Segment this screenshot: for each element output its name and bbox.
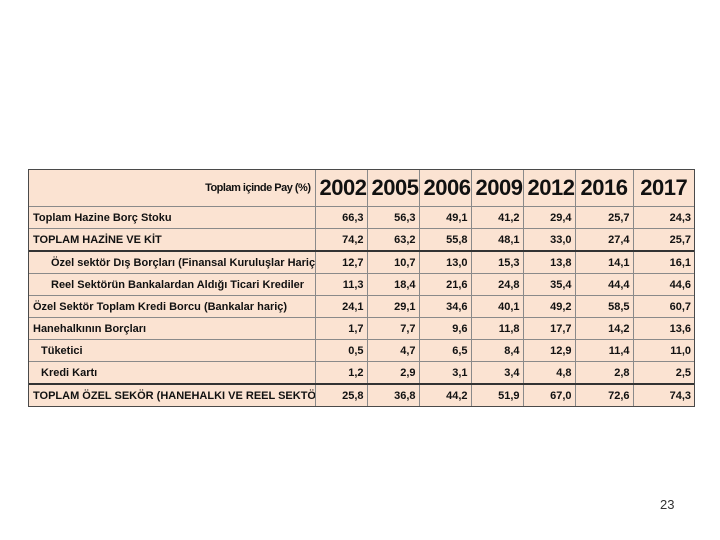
row-label: Hanehalkının Borçları xyxy=(29,317,316,340)
year-header: 2006 xyxy=(419,170,472,207)
value-cell: 44,2 xyxy=(419,384,472,406)
value-cell: 63,2 xyxy=(367,228,420,252)
value-cell: 40,1 xyxy=(471,295,524,318)
value-cell: 34,6 xyxy=(419,295,472,318)
value-cell: 8,4 xyxy=(471,339,524,362)
value-cell: 58,5 xyxy=(575,295,634,318)
value-cell: 3,1 xyxy=(419,361,472,385)
value-cell: 25,7 xyxy=(575,206,634,229)
value-cell: 24,3 xyxy=(633,206,694,229)
value-cell: 11,8 xyxy=(471,317,524,340)
value-cell: 15,3 xyxy=(471,251,524,274)
value-cell: 0,5 xyxy=(315,339,368,362)
value-cell: 29,4 xyxy=(523,206,576,229)
row-label: Kredi Kartı xyxy=(29,361,316,385)
value-cell: 49,1 xyxy=(419,206,472,229)
debt-share-table: Toplam içinde Pay (%) 2002 2005 2006 200… xyxy=(29,170,694,406)
value-cell: 49,2 xyxy=(523,295,576,318)
value-cell: 44,6 xyxy=(633,273,694,296)
table-row: TOPLAM ÖZEL SEKÖR (HANEHALKI VE REEL SEK… xyxy=(29,384,694,406)
value-cell: 25,7 xyxy=(633,228,694,252)
row-label: Özel Sektör Toplam Kredi Borcu (Bankalar… xyxy=(29,295,316,318)
year-header: 2005 xyxy=(367,170,420,207)
value-cell: 7,7 xyxy=(367,317,420,340)
table-row: Özel sektör Dış Borçları (Finansal Kurul… xyxy=(29,251,694,274)
table-row: Toplam Hazine Borç Stoku 66,3 56,3 49,1 41,2… xyxy=(29,206,694,229)
value-cell: 11,0 xyxy=(633,339,694,362)
table-row: Reel Sektörün Bankalardan Aldığı Ticari … xyxy=(29,273,694,296)
value-cell: 24,1 xyxy=(315,295,368,318)
row-label: Tüketici xyxy=(29,339,316,362)
table-row: Özel Sektör Toplam Kredi Borcu (Bankalar… xyxy=(29,295,694,318)
year-header: 2016 xyxy=(575,170,634,207)
year-header: 2002 xyxy=(315,170,368,207)
value-cell: 13,0 xyxy=(419,251,472,274)
row-label: Özel sektör Dış Borçları (Finansal Kurul… xyxy=(29,251,316,274)
value-cell: 44,4 xyxy=(575,273,634,296)
table-caption: Toplam içinde Pay (%) xyxy=(29,170,316,207)
value-cell: 11,3 xyxy=(315,273,368,296)
value-cell: 72,6 xyxy=(575,384,634,406)
row-label: TOPLAM HAZİNE VE KİT xyxy=(29,228,316,252)
value-cell: 14,1 xyxy=(575,251,634,274)
row-label: Reel Sektörün Bankalardan Aldığı Ticari … xyxy=(29,273,316,296)
value-cell: 35,4 xyxy=(523,273,576,296)
year-header: 2017 xyxy=(633,170,694,207)
value-cell: 25,8 xyxy=(315,384,368,406)
value-cell: 48,1 xyxy=(471,228,524,252)
value-cell: 29,1 xyxy=(367,295,420,318)
table-row: TOPLAM HAZİNE VE KİT 74,2 63,2 55,8 48,1 33,0… xyxy=(29,228,694,252)
value-cell: 67,0 xyxy=(523,384,576,406)
row-label: TOPLAM ÖZEL SEKÖR (HANEHALKI VE REEL SEK… xyxy=(29,384,316,406)
value-cell: 55,8 xyxy=(419,228,472,252)
value-cell: 13,6 xyxy=(633,317,694,340)
value-cell: 13,8 xyxy=(523,251,576,274)
page-number: 23 xyxy=(660,497,675,512)
value-cell: 10,7 xyxy=(367,251,420,274)
value-cell: 21,6 xyxy=(419,273,472,296)
header-row: Toplam içinde Pay (%) 2002 2005 2006 200… xyxy=(29,170,694,207)
value-cell: 2,8 xyxy=(575,361,634,385)
value-cell: 17,7 xyxy=(523,317,576,340)
value-cell: 51,9 xyxy=(471,384,524,406)
value-cell: 12,9 xyxy=(523,339,576,362)
value-cell: 66,3 xyxy=(315,206,368,229)
value-cell: 14,2 xyxy=(575,317,634,340)
table-row: Hanehalkının Borçları 1,7 7,7 9,6 11,8 17,7 14… xyxy=(29,317,694,340)
year-header: 2012 xyxy=(523,170,576,207)
year-header: 2009 xyxy=(471,170,524,207)
value-cell: 74,3 xyxy=(669,389,691,402)
value-cell: 1,2 xyxy=(315,361,368,385)
value-cell: 12,7 xyxy=(315,251,368,274)
value-cell: 33,0 xyxy=(523,228,576,252)
value-cell: 11,4 xyxy=(575,339,634,362)
value-cell: 74,2 xyxy=(315,228,368,252)
value-cell: 3,4 xyxy=(471,361,524,385)
value-cell: 24,8 xyxy=(471,273,524,296)
value-cell: 18,4 xyxy=(367,273,420,296)
debt-share-table-container: Toplam içinde Pay (%) 2002 2005 2006 200… xyxy=(28,169,695,407)
value-cell: 9,6 xyxy=(419,317,472,340)
row-label: Toplam Hazine Borç Stoku xyxy=(29,206,316,229)
value-cell: 16,1 xyxy=(633,251,694,274)
value-cell: 2,9 xyxy=(367,361,420,385)
value-cell: 36,8 xyxy=(367,384,420,406)
table-row: Kredi Kartı 1,2 2,9 3,1 3,4 4,8 2,8 2,5 xyxy=(29,361,694,385)
value-cell: 60,7 xyxy=(633,295,694,318)
value-cell: 41,2 xyxy=(471,206,524,229)
value-cell: 2,5 xyxy=(633,361,694,385)
value-cell: 27,4 xyxy=(575,228,634,252)
value-cell: 1,7 xyxy=(315,317,368,340)
table-row: Tüketici 0,5 4,7 6,5 8,4 12,9 11,4 11,0 xyxy=(29,339,694,362)
value-cell: 56,3 xyxy=(367,206,420,229)
value-cell: 4,7 xyxy=(367,339,420,362)
value-cell: 6,5 xyxy=(419,339,472,362)
value-cell: 4,8 xyxy=(523,361,576,385)
